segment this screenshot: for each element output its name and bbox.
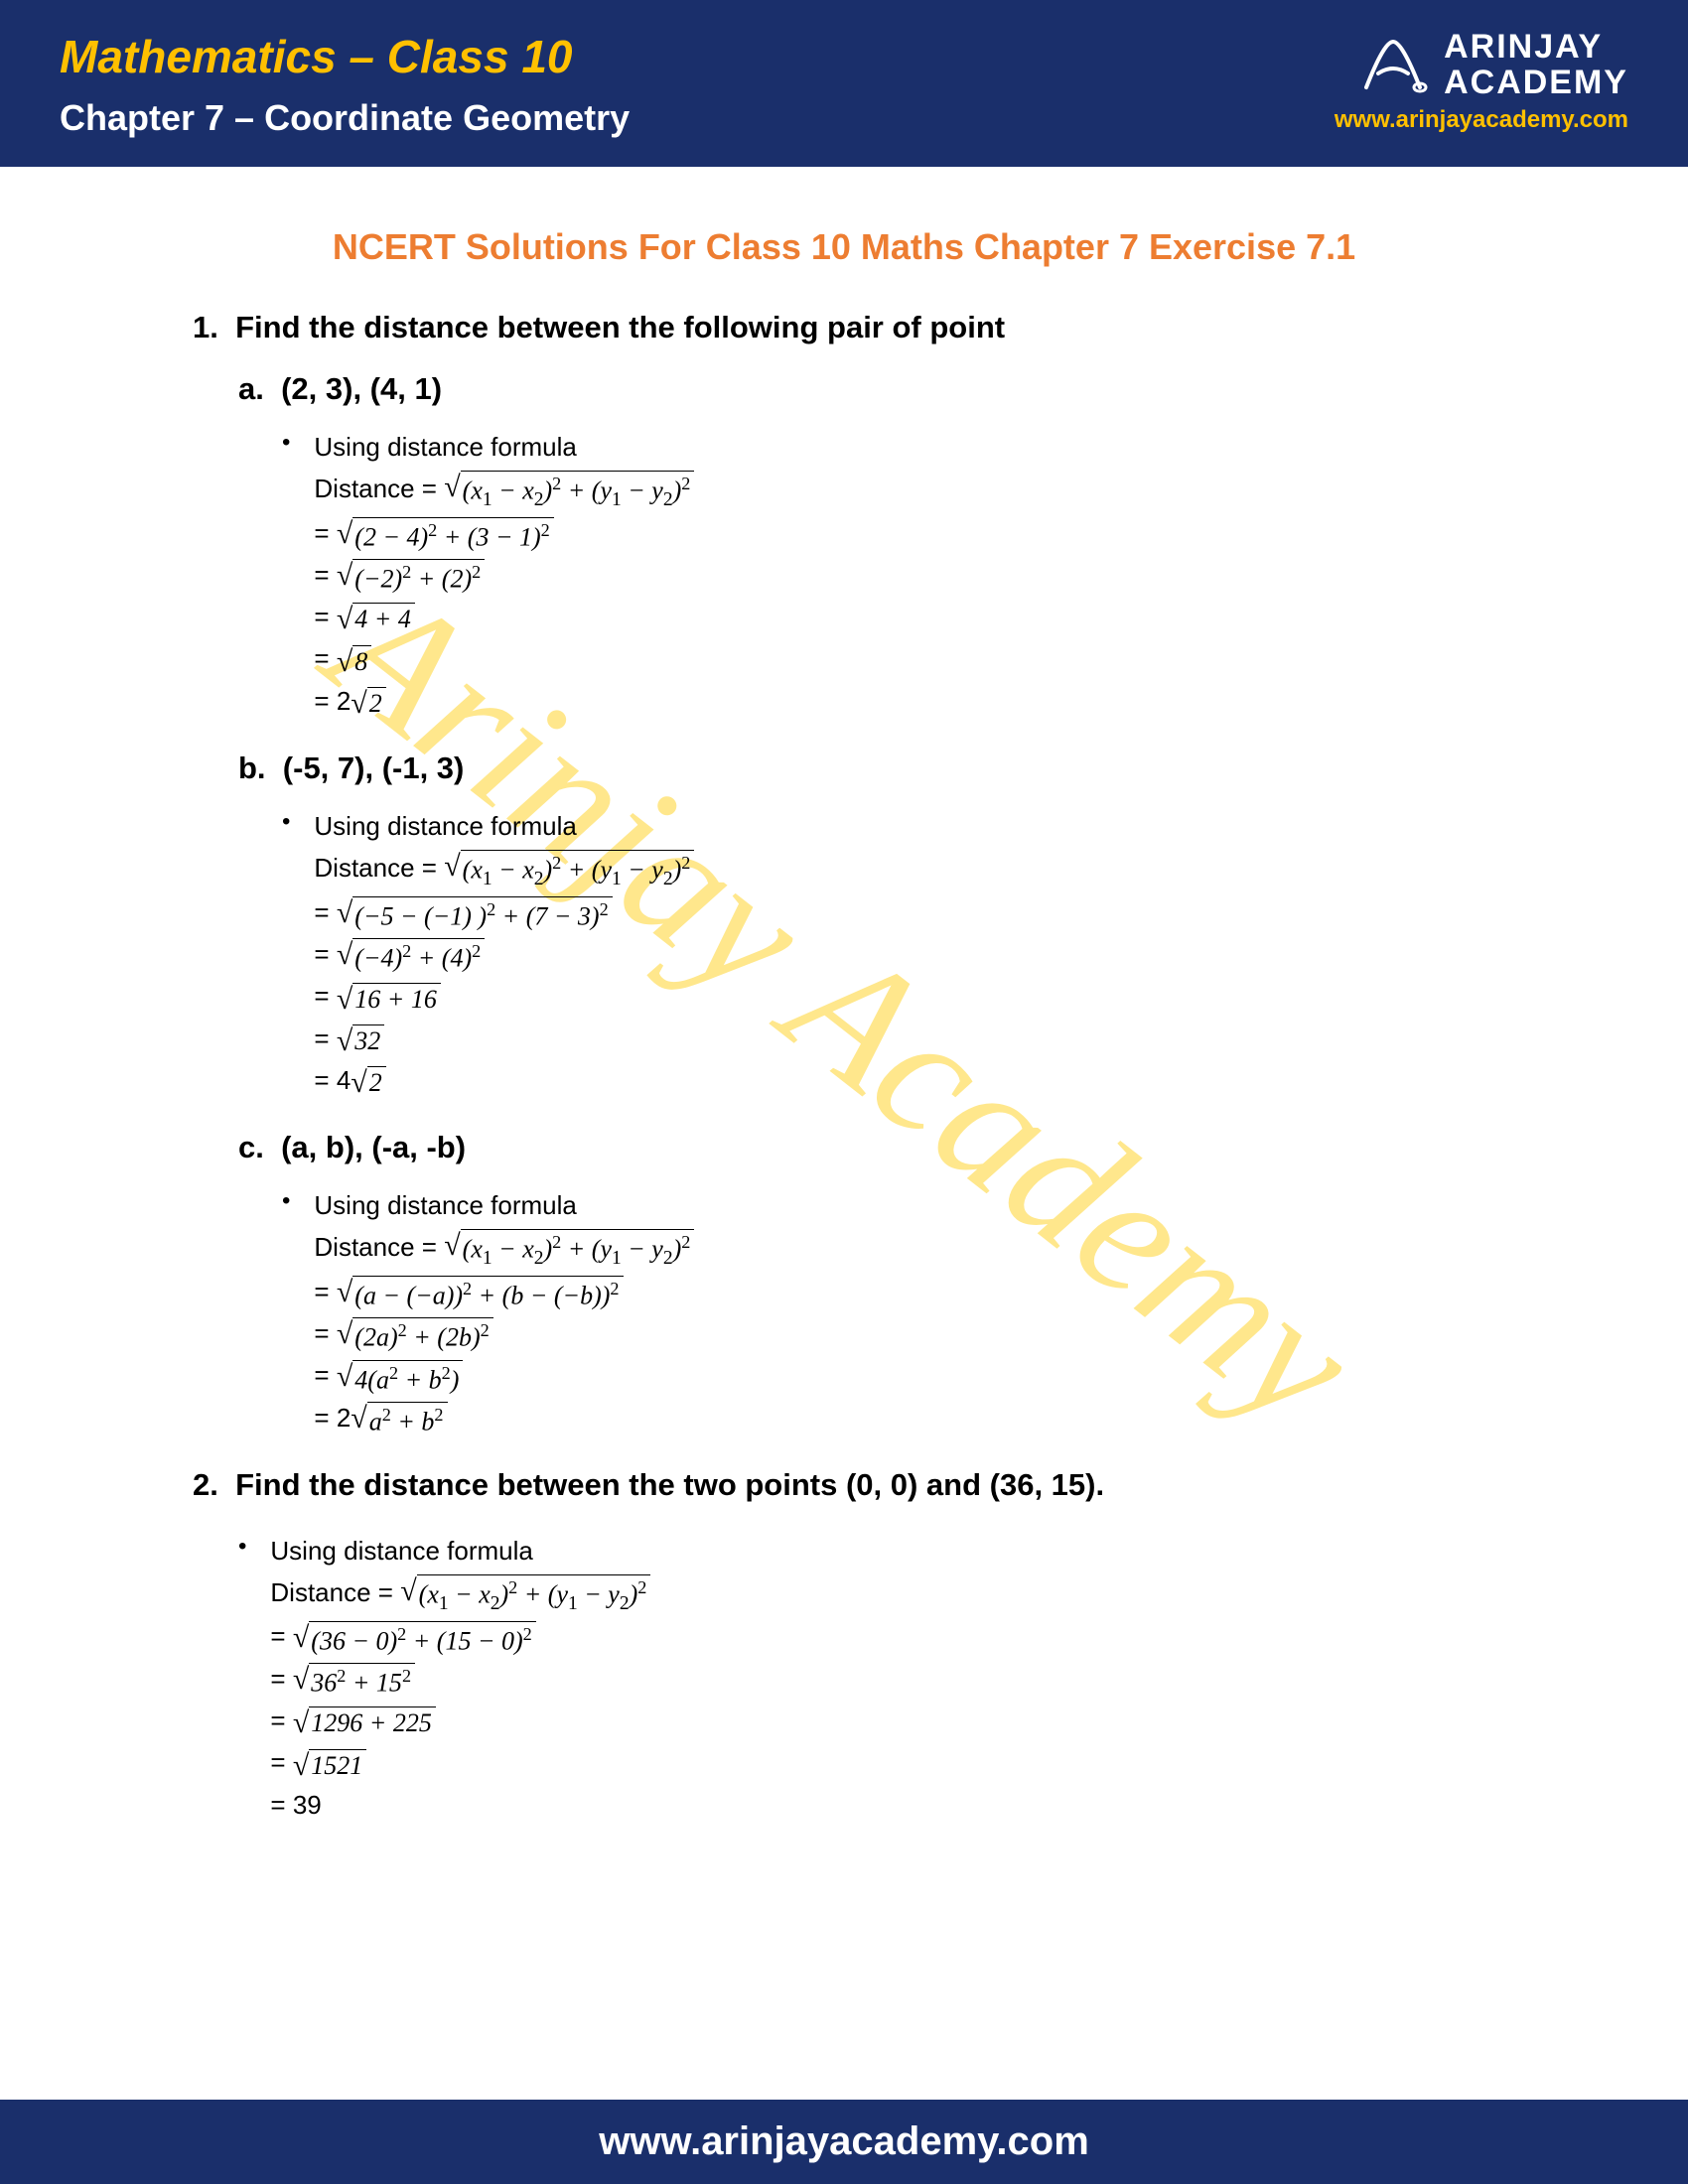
q1a-solution: • Using distance formula Distance = √(x1…	[149, 425, 1539, 721]
header-logo: ARINJAY ACADEMY www.arinjayacademy.com	[1335, 30, 1628, 134]
question-1: 1. Find the distance between the followi…	[149, 310, 1539, 345]
q1a-lines: Using distance formula Distance = √(x1 −…	[314, 425, 694, 721]
q2-solution: • Using distance formula Distance = √(x1…	[149, 1529, 1539, 1825]
q1c-bullet-text: Using distance formula	[314, 1185, 694, 1225]
page-footer: www.arinjayacademy.com	[0, 2100, 1688, 2184]
page-content: Arinjay Academy NCERT Solutions For Clas…	[0, 167, 1688, 1825]
q1b-heading: b. (-5, 7), (-1, 3)	[149, 751, 1539, 786]
q1c-label: c.	[238, 1130, 264, 1164]
q1a-label: a.	[238, 371, 264, 406]
logo-icon	[1356, 36, 1430, 95]
q1c-solution: • Using distance formula Distance = √(x1…	[149, 1183, 1539, 1437]
bullet-icon: •	[238, 1529, 246, 1565]
footer-url: www.arinjayacademy.com	[0, 2119, 1688, 2164]
q2-bullet-text: Using distance formula	[270, 1531, 650, 1570]
q1b-l6-coef: 4	[337, 1065, 351, 1095]
q1c-heading: c. (a, b), (-a, -b)	[149, 1130, 1539, 1165]
q1b-bullet-text: Using distance formula	[314, 806, 694, 846]
q1a-bullet-text: Using distance formula	[314, 427, 694, 467]
bullet-icon: •	[282, 425, 290, 461]
question-2: 2. Find the distance between the two poi…	[149, 1467, 1539, 1503]
q2-l6: 39	[293, 1790, 322, 1820]
page-header: Mathematics – Class 10 Chapter 7 – Coord…	[0, 0, 1688, 167]
q2-text: Find the distance between the two points…	[235, 1467, 1104, 1502]
q1b-l1-pre: Distance =	[314, 853, 444, 883]
bullet-icon: •	[282, 804, 290, 840]
header-url: www.arinjayacademy.com	[1335, 106, 1628, 134]
page-title: NCERT Solutions For Class 10 Maths Chapt…	[149, 226, 1539, 268]
q1c-l5-coef: 2	[337, 1403, 351, 1433]
q1c-l1-pre: Distance =	[314, 1232, 444, 1262]
q1-text: Find the distance between the following …	[235, 310, 1005, 344]
q1b-label: b.	[238, 751, 266, 785]
bullet-icon: •	[282, 1183, 290, 1219]
q1b-solution: • Using distance formula Distance = √(x1…	[149, 804, 1539, 1100]
q2-number: 2.	[193, 1467, 218, 1502]
q1a-l6-coef: 2	[337, 686, 351, 716]
q1a-l1-pre: Distance =	[314, 474, 444, 503]
q1c-lines: Using distance formula Distance = √(x1 −…	[314, 1183, 694, 1437]
q1-number: 1.	[193, 310, 218, 344]
q2-lines: Using distance formula Distance = √(x1 −…	[270, 1529, 650, 1825]
logo-text: ARINJAY ACADEMY	[1444, 30, 1628, 100]
q1b-points: (-5, 7), (-1, 3)	[283, 751, 465, 785]
q1a-points: (2, 3), (4, 1)	[281, 371, 442, 406]
q1b-lines: Using distance formula Distance = √(x1 −…	[314, 804, 694, 1100]
q1a-heading: a. (2, 3), (4, 1)	[149, 371, 1539, 407]
q2-l1-pre: Distance =	[270, 1577, 400, 1607]
q1c-points: (a, b), (-a, -b)	[281, 1130, 466, 1164]
